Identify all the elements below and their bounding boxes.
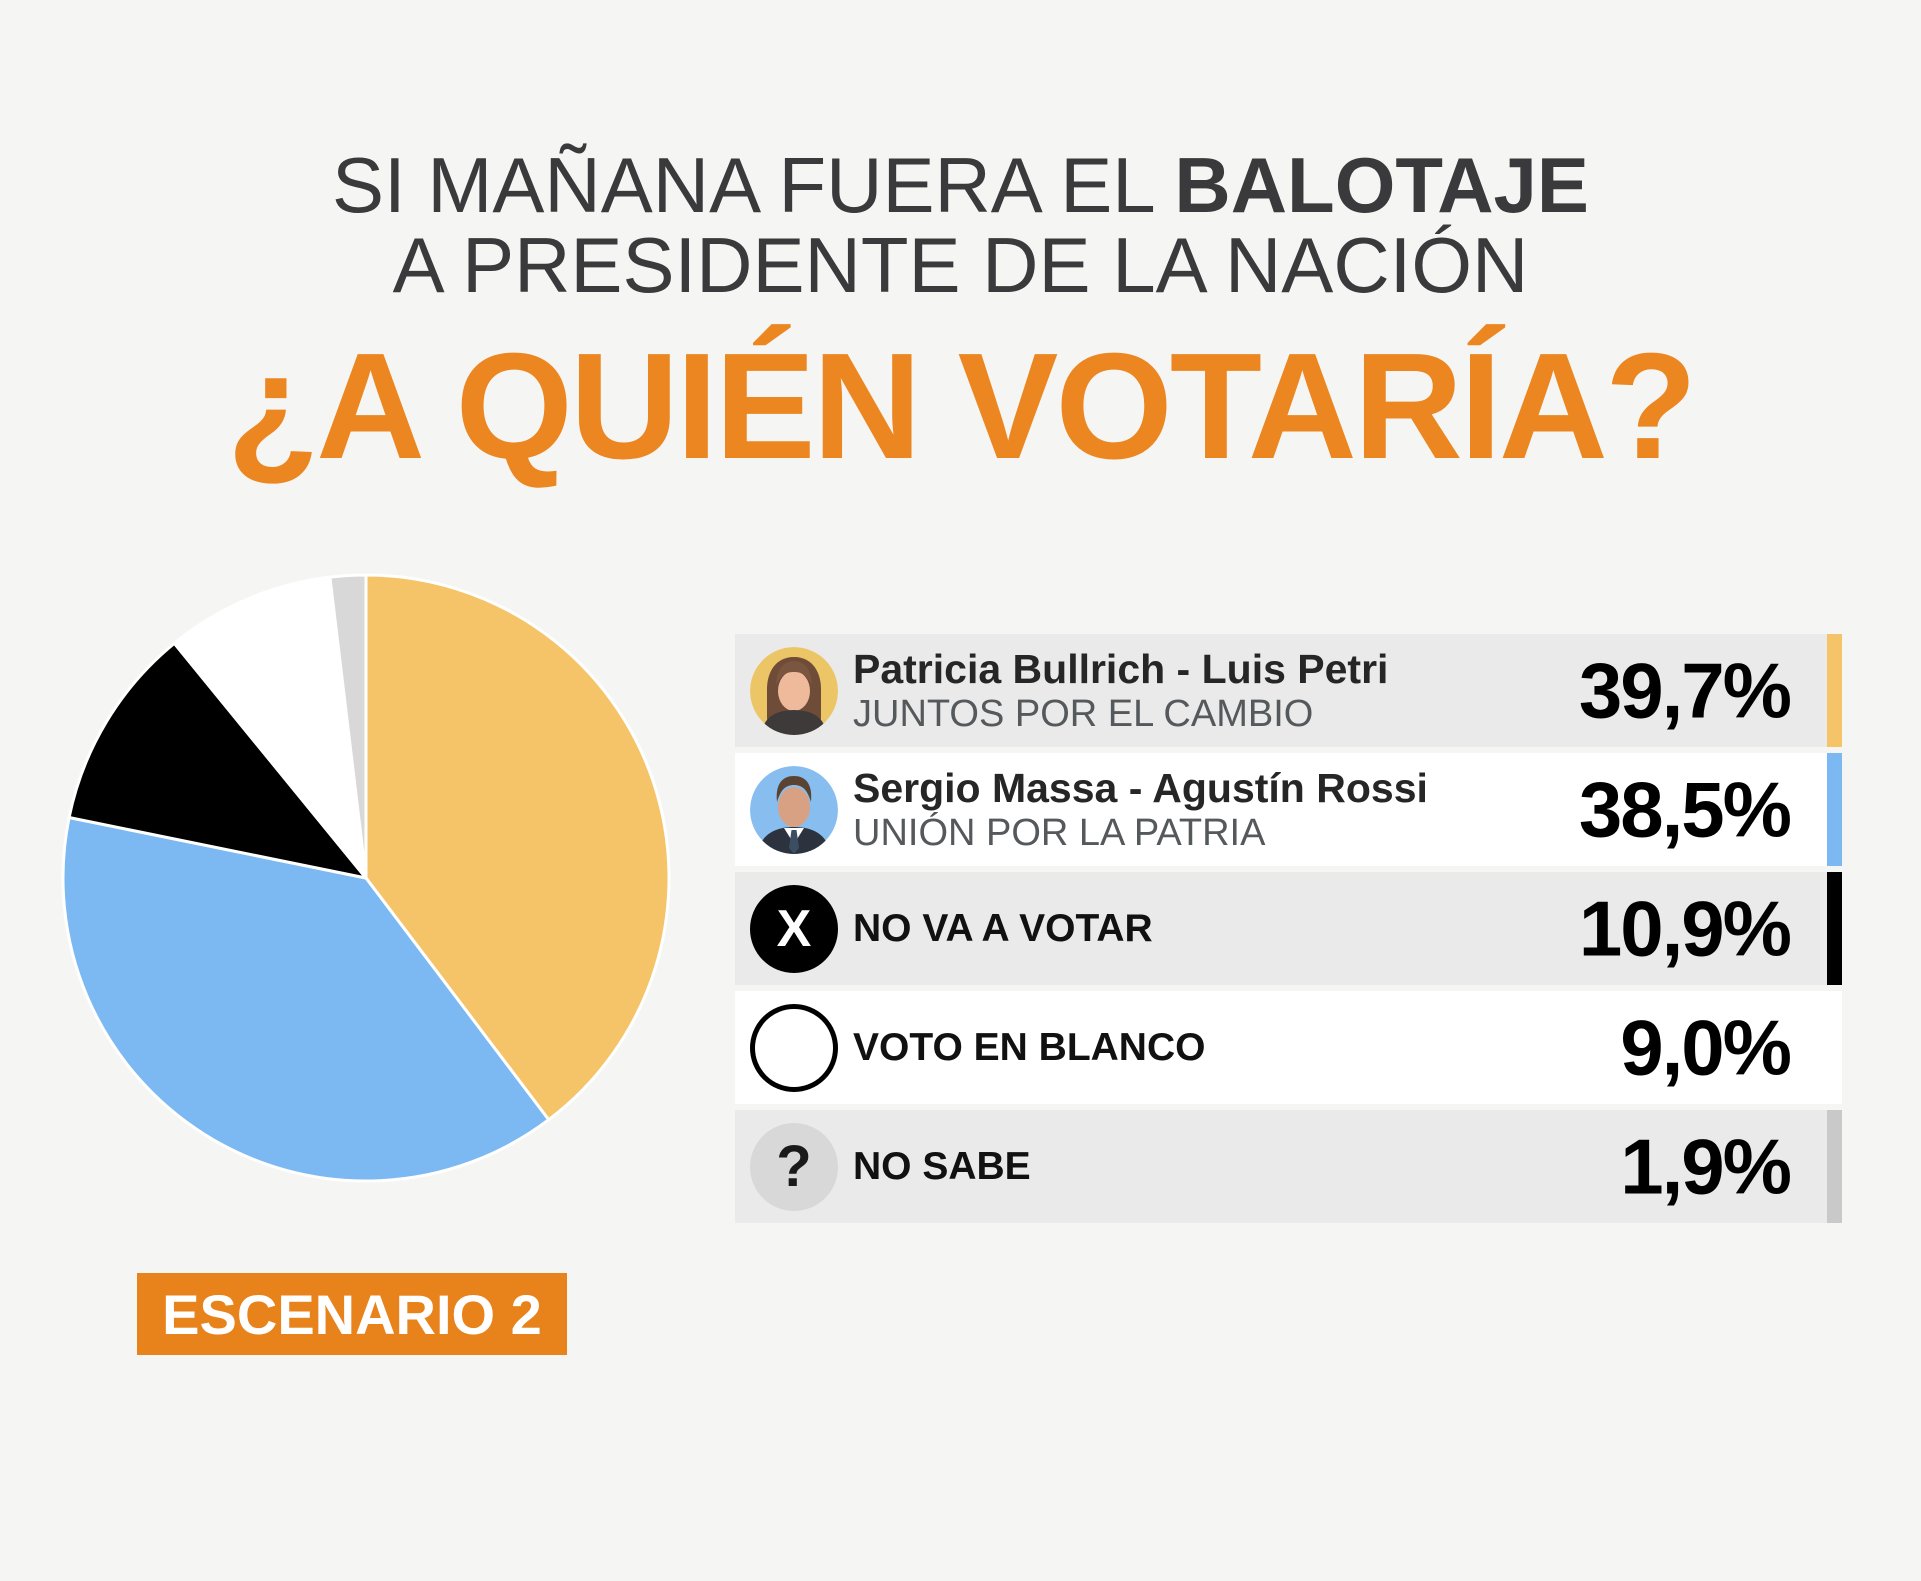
- scenario-badge: ESCENARIO 2: [137, 1273, 567, 1355]
- question-glyph: ?: [776, 1134, 812, 1199]
- option-label: NO VA A VOTAR: [853, 906, 1153, 950]
- header-subtitle-regular: SI MAÑANA FUERA EL: [332, 141, 1175, 229]
- pie-chart: [61, 573, 671, 1183]
- blank-vote-icon: [750, 1003, 838, 1092]
- pie-slice: [328, 573, 368, 880]
- percentage-value: 9,0%: [1620, 1003, 1792, 1091]
- bullrich-photo: [750, 646, 838, 735]
- percentage-value: 39,7%: [1578, 646, 1792, 734]
- row-color-strip: [1827, 872, 1842, 985]
- option-label: NO SABE: [853, 1144, 1031, 1188]
- row-color-strip: [1827, 634, 1842, 747]
- option-info: VOTO EN BLANCO: [853, 1026, 1205, 1070]
- pie-slice: [67, 641, 368, 880]
- header-subtitle-line2: A PRESIDENTE DE LA NACIÓN: [392, 221, 1529, 309]
- pie-slice: [364, 573, 671, 1122]
- percentage-value: 1,9%: [1620, 1122, 1792, 1210]
- option-info: NO VA A VOTAR: [853, 907, 1153, 951]
- row-color-strip: [1827, 991, 1842, 1104]
- percentage-value: 38,5%: [1578, 765, 1792, 853]
- massa-photo: [750, 765, 838, 854]
- option-label: VOTO EN BLANCO: [853, 1025, 1206, 1069]
- candidate-info: Sergio Massa - Agustín Rossi UNIÓN POR L…: [853, 765, 1428, 855]
- header-subtitle: SI MAÑANA FUERA EL BALOTAJE A PRESIDENTE…: [0, 145, 1921, 305]
- pie-slice: [61, 815, 551, 1183]
- percentage-value: 10,9%: [1578, 884, 1792, 972]
- x-icon: X: [750, 884, 838, 973]
- legend-row-no-vote: X NO VA A VOTAR 10,9%: [735, 872, 1842, 985]
- pie-slice: [172, 575, 368, 880]
- question-icon: ?: [750, 1122, 838, 1211]
- candidate-party: JUNTOS POR EL CAMBIO: [853, 692, 1314, 735]
- legend-row-blank-vote: VOTO EN BLANCO 9,0%: [735, 991, 1842, 1104]
- legend-row-bullrich: Patricia Bullrich - Luis Petri JUNTOS PO…: [735, 634, 1842, 747]
- legend-row-no-sabe: ? NO SABE 1,9%: [735, 1110, 1842, 1223]
- x-glyph: X: [776, 899, 812, 958]
- pie-chart-svg: [61, 573, 671, 1183]
- candidate-name: Patricia Bullrich - Luis Petri: [853, 645, 1389, 692]
- row-color-strip: [1827, 753, 1842, 866]
- page-title: ¿A QUIÉN VOTARÍA?: [226, 321, 1697, 490]
- candidate-info: Patricia Bullrich - Luis Petri JUNTOS PO…: [853, 646, 1388, 736]
- option-info: NO SABE: [853, 1145, 1031, 1189]
- header-subtitle-bold: BALOTAJE: [1174, 141, 1589, 229]
- candidate-name: Sergio Massa - Agustín Rossi: [853, 764, 1428, 811]
- candidate-party: UNIÓN POR LA PATRIA: [853, 811, 1266, 854]
- legend-row-massa: Sergio Massa - Agustín Rossi UNIÓN POR L…: [735, 753, 1842, 866]
- row-color-strip: [1827, 1110, 1842, 1223]
